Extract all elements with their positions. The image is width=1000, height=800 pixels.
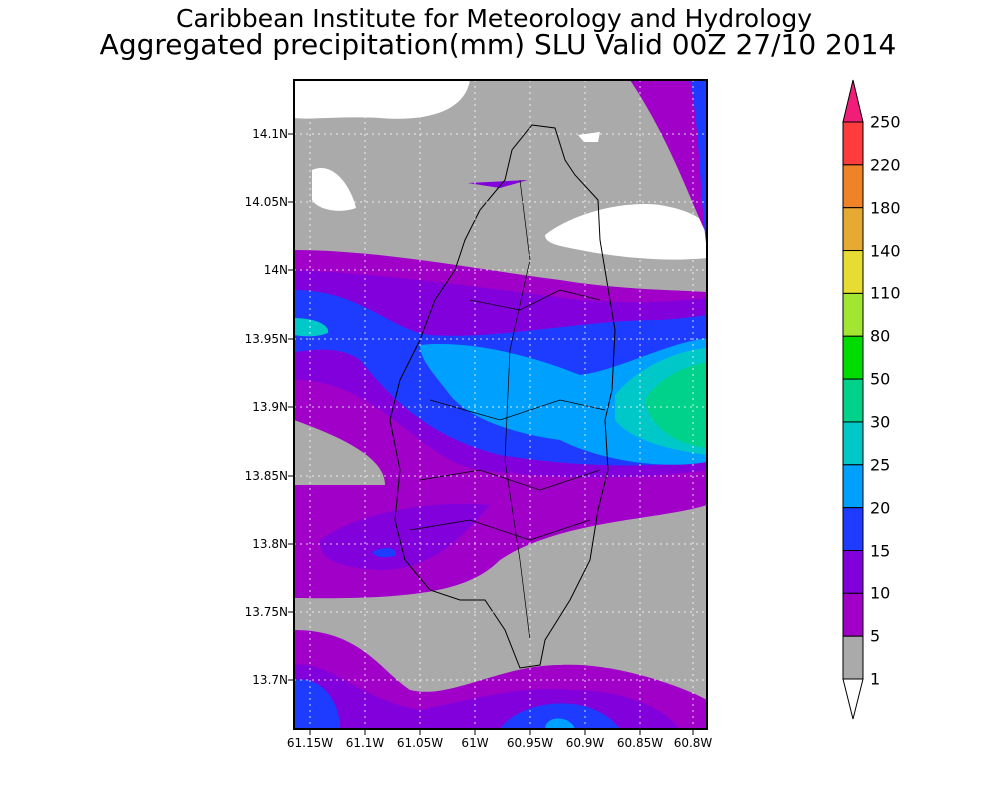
longitude-tick-label: 60.8W	[673, 736, 713, 750]
colorbar-level-label: 5	[870, 626, 881, 646]
colorbar-level-label: 30	[870, 412, 891, 432]
longitude-tick-label: 61W	[461, 736, 489, 750]
colorbar-segment	[842, 164, 864, 209]
colorbar-arrow-top	[842, 79, 864, 123]
latitude-tick-label: 14.1N	[252, 127, 288, 141]
saint-lucia-coastline	[389, 124, 616, 669]
colorbar-segment	[842, 635, 864, 680]
latitude-tick-label: 14.05N	[244, 195, 288, 209]
contour-below-1	[545, 204, 707, 260]
figure-subtitle: Aggregated precipitation(mm) SLU Valid 0…	[99, 28, 897, 61]
colorbar-level-label: 220	[870, 155, 901, 175]
latitude-tick-label: 13.95N	[244, 332, 288, 346]
latitude-tick-label: 13.85N	[244, 469, 288, 483]
longitude-tick-label: 61.15W	[286, 736, 334, 750]
colorbar-level-label: 15	[870, 541, 891, 560]
figure-title: Caribbean Institute for Meteorology and …	[176, 4, 812, 33]
contour-10-15	[468, 180, 528, 188]
longitude-tick-label: 60.95W	[506, 736, 554, 750]
colorbar-level-label: 110	[870, 283, 901, 303]
colorbar-level-label: 25	[870, 455, 891, 475]
colorbar-level-label: 180	[870, 198, 901, 218]
contour-15-20	[294, 679, 340, 729]
latitude-tick-label: 13.75N	[244, 605, 288, 619]
latitude-tick-label: 13.7N	[252, 673, 288, 687]
longitude-tick-label: 60.85W	[616, 736, 664, 750]
longitude-tick-label: 61.1W	[345, 736, 385, 750]
contour-20-25	[545, 718, 575, 729]
colorbar-segment	[842, 335, 864, 380]
latitude-tick-label: 13.9N	[252, 400, 288, 414]
contour-5-10	[630, 80, 707, 235]
colorbar-segment	[842, 464, 864, 509]
contour-15-20	[690, 80, 707, 250]
colorbar-segment	[842, 550, 864, 594]
colorbar-segment	[842, 292, 864, 337]
contour-30-50	[645, 362, 707, 448]
contour-10-15	[319, 503, 490, 570]
latitude-tick-label: 14N	[263, 263, 288, 277]
contour-below-1	[312, 168, 356, 211]
colorbar-level-label: 20	[870, 498, 891, 518]
colorbar	[842, 79, 864, 720]
colorbar-level-label: 140	[870, 241, 901, 261]
plot-frame	[293, 79, 708, 730]
colorbar-segment	[842, 592, 864, 637]
longitude-tick-label: 61.05W	[396, 736, 444, 750]
colorbar-level-label: 10	[870, 583, 891, 603]
axis-ticks	[288, 133, 694, 735]
colorbar-segment	[842, 121, 864, 166]
gridlines	[294, 80, 707, 729]
colorbar-segment	[842, 250, 864, 294]
colorbar-level-label: 80	[870, 326, 891, 346]
colorbar-arrow-bottom	[842, 678, 864, 720]
colorbar-level-label: 1	[870, 669, 881, 689]
contour-15-20	[372, 548, 396, 558]
colorbar-segment	[842, 507, 864, 551]
colorbar-segment	[842, 421, 864, 466]
colorbar-level-label: 250	[870, 112, 901, 132]
colorbar-segment	[842, 378, 864, 423]
latitude-tick-label: 13.8N	[252, 537, 288, 551]
precip-contours	[294, 80, 707, 729]
colorbar-level-label: 50	[870, 369, 891, 389]
contour-below-1	[294, 80, 470, 119]
colorbar-segment	[842, 207, 864, 252]
contour-25-30	[294, 318, 329, 337]
longitude-tick-label: 60.9W	[565, 736, 605, 750]
